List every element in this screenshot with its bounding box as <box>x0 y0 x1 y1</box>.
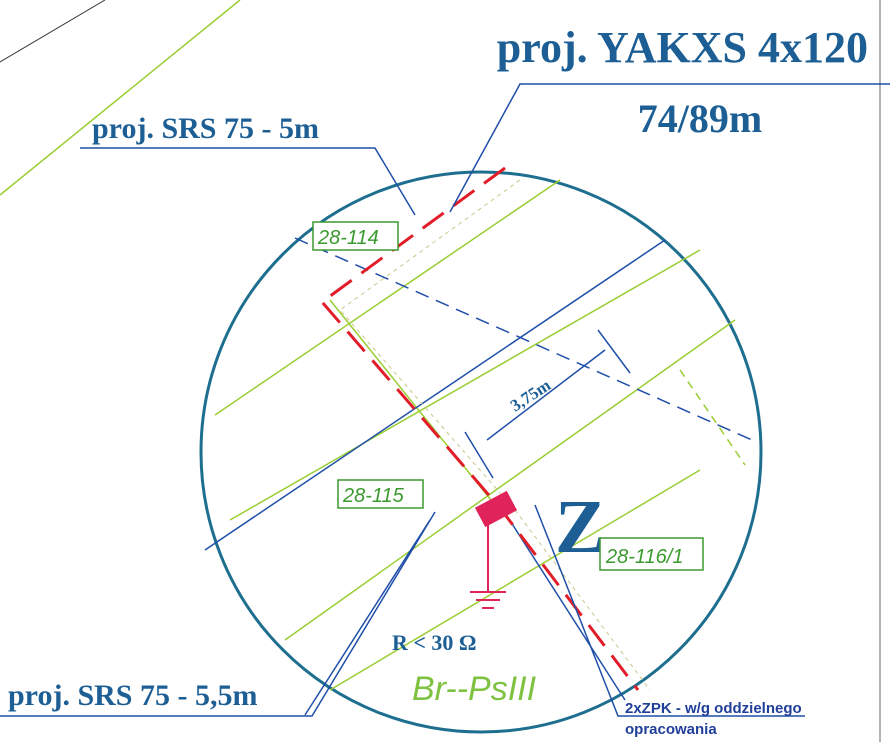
parcel-label: 28-115 <box>342 485 405 507</box>
note-line: 2xZPK - w/g oddzielnego <box>625 700 802 717</box>
resistance: R < 30 Ω <box>392 630 477 655</box>
cable-title: proj. YAKXS 4x120 <box>497 23 868 72</box>
srs-bottom: proj. SRS 75 - 5,5m <box>8 679 257 712</box>
cable-length: 74/89m <box>638 96 762 141</box>
marker: Z <box>555 485 606 569</box>
note-line: opracowania <box>625 721 717 738</box>
parcel-label: 28-114 <box>317 227 379 249</box>
zone: Br--PsIII <box>412 670 537 708</box>
parcel-label: 28-116/1 <box>605 546 683 568</box>
drawing: proj. YAKXS 4x120 74/89m proj. SRS 75 - … <box>0 0 890 742</box>
srs-top: proj. SRS 75 - 5m <box>92 112 319 145</box>
